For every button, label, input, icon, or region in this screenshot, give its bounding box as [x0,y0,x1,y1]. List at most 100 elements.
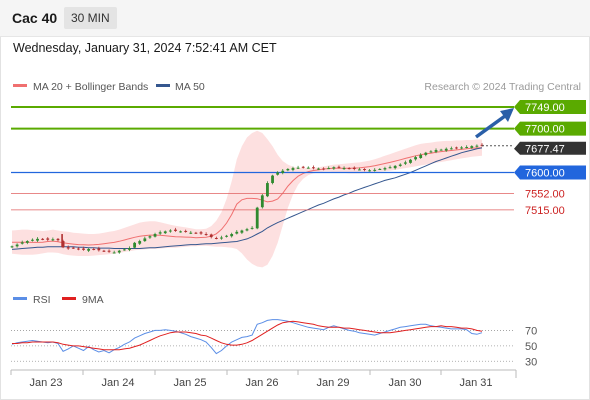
candle-body [92,248,96,250]
candle-body [31,239,34,241]
rsi-tick-70: 70 [525,325,537,337]
candle-body [82,248,85,250]
candle-body [429,151,433,153]
candle-body [255,207,259,229]
candle-body [301,166,305,168]
candle-body [77,248,80,250]
rsi-tick-50: 50 [525,341,537,353]
current-price-label: 7677.47 [525,144,565,156]
ma20-line [12,147,483,246]
candle-body [266,183,269,197]
level-label-2: 7600.00 [525,168,565,180]
legend-ma20-label: MA 20 + Bollinger Bands [33,81,148,93]
legend-ma50-swatch [156,84,170,87]
candle-body [179,231,182,233]
candle-body [143,238,147,242]
candle-body [225,235,228,237]
candle-body [25,241,29,243]
chart-header: Cac 40 30 MIN [0,0,590,37]
candle-body [158,232,162,234]
candle-body [163,231,167,234]
x-tick-label-5: Jan 30 [388,377,421,389]
candle-body [117,250,121,253]
legend-9ma-label: 9MA [82,294,104,306]
candle-body [414,157,417,160]
candle-body [347,168,351,170]
candle-body [122,249,126,251]
interval-badge[interactable]: 30 MIN [64,7,117,29]
level-tag-2 [514,165,586,180]
candle-body [434,150,438,152]
candle-body [271,175,274,184]
candle-body [352,167,356,169]
candle-body [245,229,249,231]
candle-body [306,167,310,169]
candle-body [363,168,366,170]
candle-body [460,147,463,149]
candle-body [424,152,428,155]
candle-body [260,195,264,208]
candle-body [214,237,218,239]
candle-body [444,148,448,151]
candle-body [97,248,101,251]
candle-body [403,162,407,164]
date-line: Wednesday, January 31, 2024 7:52:41 AM C… [13,41,277,55]
level-tag-0 [514,100,586,115]
candle-body [148,236,152,238]
candle-body [419,154,423,159]
candle-body [220,237,223,239]
x-tick-label-1: Jan 24 [101,377,134,389]
candle-body [465,147,469,149]
candle-body [388,167,392,169]
candle-body [133,242,137,248]
candle-body [102,250,106,252]
level-label-1: 7700.00 [525,124,565,136]
legend-9ma-swatch [62,297,76,300]
candle-body [398,164,402,166]
forecast-arrow-shaft [474,114,507,139]
candle-body [51,239,55,241]
rsi-ma-line [12,320,483,351]
candle-body [332,167,336,169]
level-label-4: 7515.00 [525,205,565,217]
x-tick-label-0: Jan 23 [29,377,62,389]
candle-body [378,168,382,170]
forecast-arrow-head [500,108,514,122]
candle-body [240,230,244,233]
candle-body [36,238,39,241]
candle-body [46,238,50,240]
candle-body [296,167,300,169]
candle-body [235,231,239,234]
candle-body [209,234,213,238]
candle-body [199,232,203,234]
candle-body [449,148,453,150]
copyright-text: Research © 2024 Trading Central [424,81,581,93]
candle-body [281,170,285,173]
candle-body [439,149,443,151]
candle-body [61,241,65,248]
candle-body [470,146,474,148]
candle-body [138,241,142,244]
level-tag-1 [514,121,586,136]
candle-body [291,168,295,170]
candle-body [342,168,346,170]
candle-body [15,244,19,247]
candle-body [368,170,372,172]
candle-body [327,168,331,170]
instrument-title: Cac 40 [12,10,58,26]
candle-body [230,234,234,237]
candle-body [312,167,315,169]
bollinger-band-area [12,130,482,268]
candle-body [56,238,60,241]
current-price-tag [514,141,586,155]
candle-body [337,166,341,168]
candle-body [357,169,361,171]
level-label-3: 7552.00 [525,189,565,201]
candle-body [250,227,254,229]
candle-body [174,229,177,231]
candle-body [112,252,116,254]
candle-body [383,168,387,170]
candle-body [41,238,45,240]
legend-ma20-swatch [13,84,27,87]
